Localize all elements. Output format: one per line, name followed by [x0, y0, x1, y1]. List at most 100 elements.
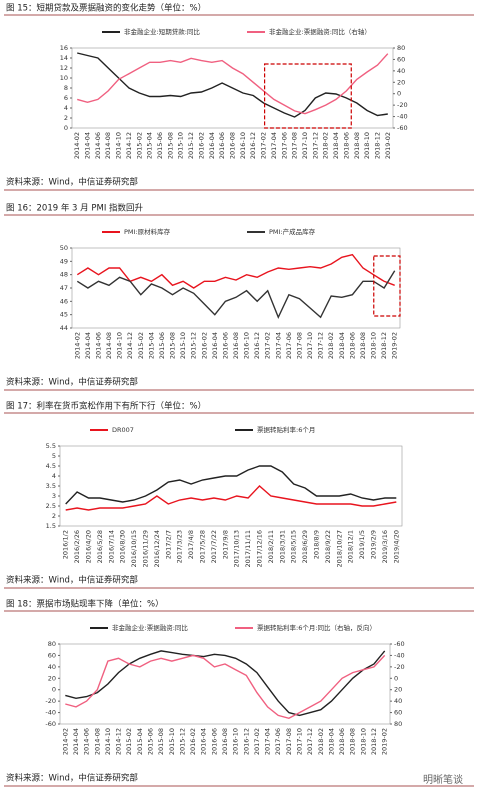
y-tick-label: 40: [48, 663, 56, 671]
y-tick-label: 2: [64, 114, 68, 122]
y2-tick-label: -40: [394, 651, 405, 659]
x-tick-label: 2014-06: [94, 132, 102, 159]
x-tick-label: 2014-04: [72, 728, 80, 755]
series-line: [76, 270, 396, 320]
y-tick-label: 1.5: [46, 522, 56, 530]
source: 资料来源：Wind，中信证券研究部: [6, 377, 138, 388]
x-tick-label: 2017-10: [301, 132, 309, 159]
x-tick-label: 2017-06: [274, 728, 282, 755]
y-tick-label: 5: [52, 452, 56, 460]
x-tick-label: 2019/3/16: [381, 530, 389, 563]
x-tick-label: 2015-08: [157, 728, 165, 755]
x-tick-label: 2017-04: [274, 332, 282, 359]
x-tick-label: 2015-06: [146, 728, 154, 755]
y-tick-label: 80: [48, 640, 56, 648]
x-tick-label: 2016/2/26: [73, 530, 81, 563]
y-tick-label: 4: [64, 104, 68, 112]
x-tick-label: 2016-08: [232, 332, 240, 359]
x-tick-label: 2017-04: [270, 132, 278, 159]
x-tick-label: 2016-06: [218, 132, 226, 159]
legend-label: 非金融企业:票据融资:同比: [112, 623, 188, 632]
x-tick-label: 2019/1/5: [358, 530, 366, 559]
x-tick-label: 2015-02: [135, 132, 143, 159]
series-line: [76, 253, 395, 289]
x-tick-label: 2016/7/14: [107, 530, 115, 563]
y-tick-label: 60: [48, 651, 56, 659]
y-tick-label: 2.5: [46, 502, 56, 510]
figure-title: 图 18：票据市场贴现率下降（单位：%）: [6, 599, 164, 610]
x-tick-label: 2019-02: [391, 332, 399, 359]
x-tick-label: 2014-12: [115, 728, 123, 755]
y-tick-label: 20: [48, 674, 56, 682]
x-tick-label: 2018/6/29: [301, 530, 309, 563]
x-tick-label: 2015-04: [147, 332, 155, 359]
x-tick-label: 2014-06: [94, 332, 102, 359]
y-tick-label: 0: [64, 124, 68, 132]
x-tick-label: 2018-10: [370, 332, 378, 359]
x-tick-label: 2018-02: [322, 132, 330, 159]
x-tick-label: 2018/12/1: [347, 530, 355, 563]
x-tick-label: 2018/5/15: [290, 530, 298, 563]
x-tick-label: 2017-02: [253, 728, 261, 755]
y-tick-label: 3: [52, 492, 56, 500]
x-tick-label: 2016-10: [243, 332, 251, 359]
x-tick-label: 2014-02: [73, 132, 81, 159]
series-line: [65, 465, 397, 505]
x-tick-label: 2015-06: [158, 332, 166, 359]
x-tick-label: 2018/9/22: [324, 530, 332, 563]
plot-frame: [71, 247, 401, 329]
x-tick-label: 2017-10: [306, 332, 314, 359]
y-tick-label: 0: [52, 686, 56, 694]
y-tick-label: 44: [60, 324, 68, 332]
x-tick-label: 2016/4/20: [85, 530, 93, 563]
legend-label: PMI:产成品库存: [269, 227, 316, 236]
x-tick-label: 2016-02: [197, 132, 205, 159]
x-tick-label: 2018-08: [349, 728, 357, 755]
y-tick-label: 10: [60, 74, 68, 82]
x-tick-label: 2016-08: [221, 728, 229, 755]
x-tick-label: 2015-08: [169, 332, 177, 359]
x-tick-label: 2015-10: [168, 728, 176, 755]
series-line: [65, 654, 386, 720]
x-tick-label: 2014-08: [105, 332, 113, 359]
source: 资料来源：Wind，中信证券研究部: [6, 177, 138, 188]
y-tick-label: 6: [64, 94, 68, 102]
y2-tick-label: 0: [397, 90, 401, 98]
x-tick-label: 2018-08: [359, 332, 367, 359]
x-tick-label: 2016/12/24: [153, 530, 161, 567]
y-tick-label: 47: [60, 284, 68, 292]
source: 资料来源：Wind，中信证券研究部: [6, 575, 138, 586]
x-tick-label: 2018-04: [327, 728, 335, 755]
x-tick-label: 2018/3/31: [278, 530, 286, 563]
y-tick-label: 46: [60, 297, 68, 305]
legend-label: DR007: [112, 426, 134, 434]
y2-tick-label: 40: [394, 697, 402, 705]
x-tick-label: 2018-04: [338, 332, 346, 359]
x-tick-label: 2017-04: [264, 728, 272, 755]
x-tick-label: 2019-02: [381, 728, 389, 755]
x-tick-label: 2018-02: [317, 728, 325, 755]
series-line: [65, 650, 386, 717]
x-tick-label: 2017-10: [296, 728, 304, 755]
plot-frame: [59, 643, 391, 725]
x-tick-label: 2014-04: [84, 332, 92, 359]
x-tick-label: 2017-02: [260, 132, 268, 159]
x-tick-label: 2018-10: [363, 132, 371, 159]
highlight-box: [264, 63, 352, 129]
x-tick-label: 2015-02: [125, 728, 133, 755]
y2-tick-label: 60: [397, 55, 405, 63]
x-tick-label: 2018-10: [359, 728, 367, 755]
x-tick-label: 2015-12: [187, 132, 195, 159]
y2-tick-label: -60: [394, 640, 405, 648]
x-tick-label: 2016/8/30: [119, 530, 127, 563]
y-tick-label: -60: [45, 720, 56, 728]
x-tick-label: 2017-06: [285, 332, 293, 359]
x-tick-label: 2014-06: [83, 728, 91, 755]
x-tick-label: 2018-12: [370, 728, 378, 755]
x-tick-label: 2017-08: [285, 728, 293, 755]
x-tick-label: 2016-02: [189, 728, 197, 755]
y-tick-label: 49: [60, 257, 68, 265]
y-tick-label: -40: [45, 709, 56, 717]
x-tick-label: 2014-12: [125, 132, 133, 159]
